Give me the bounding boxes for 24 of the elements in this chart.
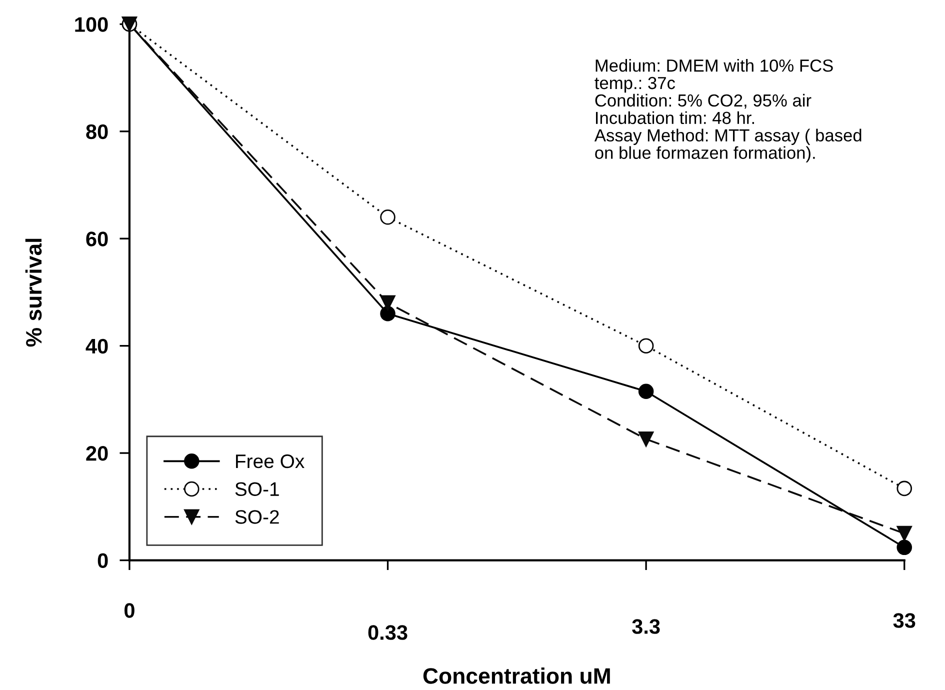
x-tick-label: 33 bbox=[893, 613, 916, 628]
point bbox=[638, 338, 654, 354]
point bbox=[896, 480, 912, 496]
point bbox=[380, 306, 396, 322]
point bbox=[380, 210, 396, 225]
x-axis-title: Concentration uM bbox=[423, 668, 610, 684]
legend-label: SO-2 bbox=[235, 510, 279, 524]
point bbox=[896, 526, 912, 542]
y-tick-label: 80 bbox=[86, 124, 108, 140]
legend-label: Free Ox bbox=[236, 454, 304, 468]
annotation: Medium: DMEM with 10% FCS temp.: 37c Condition: 5% CO2, 95% air Incubation tim: 48 hr. Assay Method: MTT assay ( based on blue formazen formation). bbox=[594, 59, 862, 162]
point bbox=[896, 540, 912, 556]
point bbox=[638, 431, 654, 447]
y-tick-label: 60 bbox=[86, 232, 108, 246]
legend-label: SO-1 bbox=[235, 482, 279, 496]
y-axis-title: % survival bbox=[25, 238, 42, 347]
point bbox=[380, 295, 396, 311]
point bbox=[638, 384, 654, 400]
x-tick-label: 3.3 bbox=[632, 619, 660, 634]
y-tick-label: 20 bbox=[86, 446, 108, 461]
y-tick-label: 100 bbox=[75, 17, 108, 32]
y-tick-label: 40 bbox=[86, 338, 108, 354]
x-tick-label: 0.33 bbox=[368, 625, 408, 640]
y-tick-label: 0 bbox=[98, 553, 108, 568]
